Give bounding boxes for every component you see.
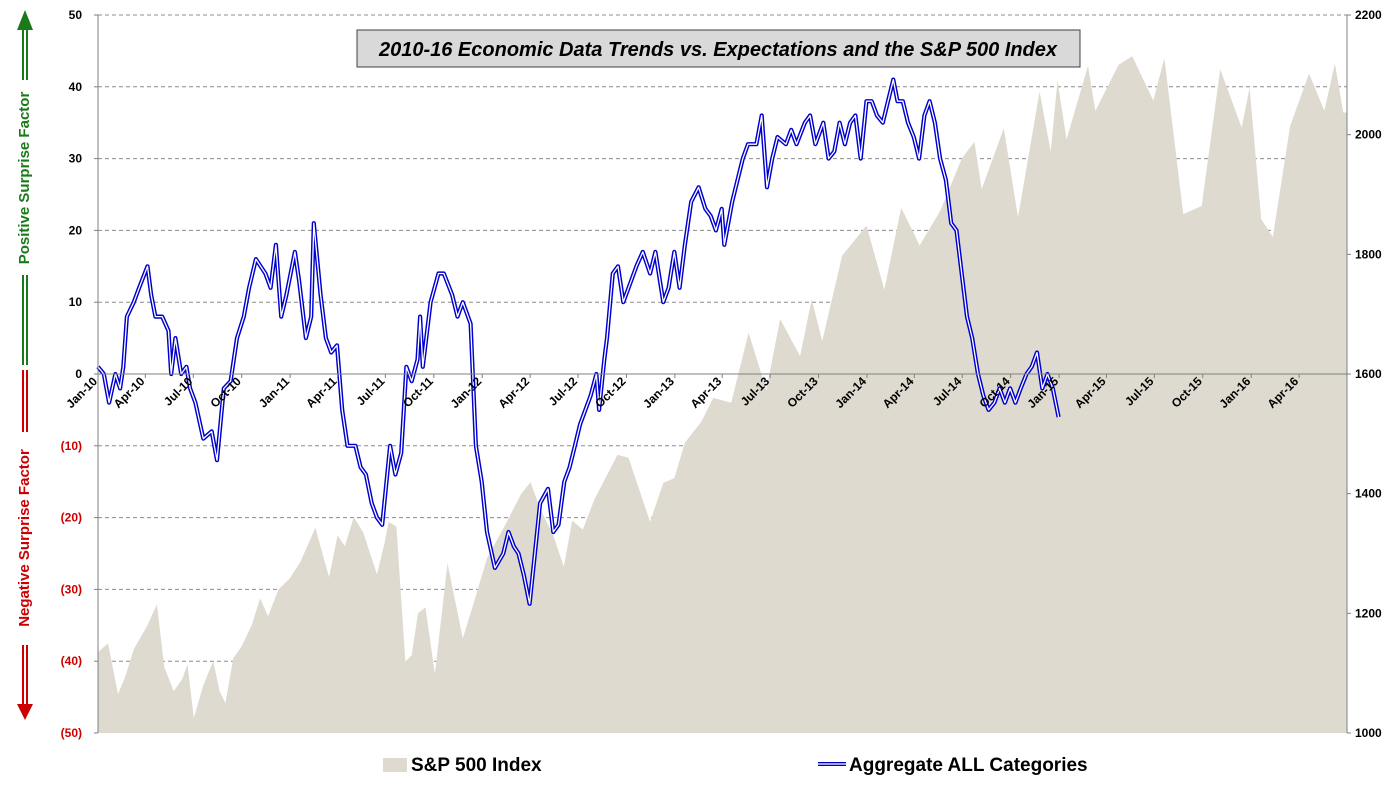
right-axis-ticks: 2200 2000 1800 1600 1400 1200 1000 <box>1347 8 1382 740</box>
left-tick-label: (10) <box>61 439 82 453</box>
legend-sp500-swatch <box>383 758 407 772</box>
right-tick-label: 2000 <box>1355 128 1382 142</box>
aggregate-line-layer <box>96 77 1061 606</box>
x-tick-label: Apr-11 <box>303 374 340 411</box>
right-tick-label: 1200 <box>1355 606 1382 620</box>
x-tick-label: Jul-11 <box>354 374 388 408</box>
right-tick-label: 1800 <box>1355 247 1382 261</box>
legend-aggregate-label: Aggregate ALL Categories <box>849 755 1088 776</box>
aggregate-line-inner <box>97 78 1060 605</box>
positive-arrow-icon <box>17 10 33 365</box>
right-tick-label: 1000 <box>1355 726 1382 740</box>
left-tick-label: 10 <box>69 295 83 309</box>
left-tick-label: 0 <box>75 367 82 381</box>
left-tick-label: 50 <box>69 8 83 22</box>
chart-title-box: 2010-16 Economic Data Trends vs. Expecta… <box>356 29 1081 68</box>
right-tick-label: 1400 <box>1355 487 1382 501</box>
left-tick-label: 40 <box>69 80 83 94</box>
left-tick-label: (50) <box>61 726 82 740</box>
sp500-area-layer <box>98 56 1347 734</box>
x-tick-label: Jan-13 <box>640 374 677 411</box>
positive-surprise-label: Positive Surprise Factor <box>16 92 33 265</box>
x-tick-label: Jul-12 <box>546 374 581 409</box>
negative-surprise-label: Negative Surprise Factor <box>16 449 33 627</box>
left-tick-label: (20) <box>61 511 82 525</box>
legend-sp500-label: S&P 500 Index <box>411 755 542 776</box>
legend: S&P 500 Index Aggregate ALL Categories <box>383 755 1088 776</box>
left-tick-label: (30) <box>61 582 82 596</box>
x-tick-label: Apr-12 <box>495 374 532 411</box>
left-tick-label: (40) <box>61 654 82 668</box>
sp500-area <box>98 56 1347 734</box>
left-axis-ticks: 50 40 30 20 10 0 (10) (20) (30) (40) (50) <box>61 8 98 740</box>
left-tick-label: 20 <box>69 223 83 237</box>
x-tick-label: Oct-10 <box>207 374 244 411</box>
left-tick-label: 30 <box>69 152 83 166</box>
right-tick-label: 2200 <box>1355 8 1382 22</box>
negative-arrow-icon <box>17 370 33 720</box>
chart-title: 2010-16 Economic Data Trends vs. Expecta… <box>378 39 1058 61</box>
x-tick-label: Jan-11 <box>256 374 293 411</box>
x-tick-label: Jan-12 <box>448 374 485 411</box>
right-tick-label: 1600 <box>1355 367 1382 381</box>
